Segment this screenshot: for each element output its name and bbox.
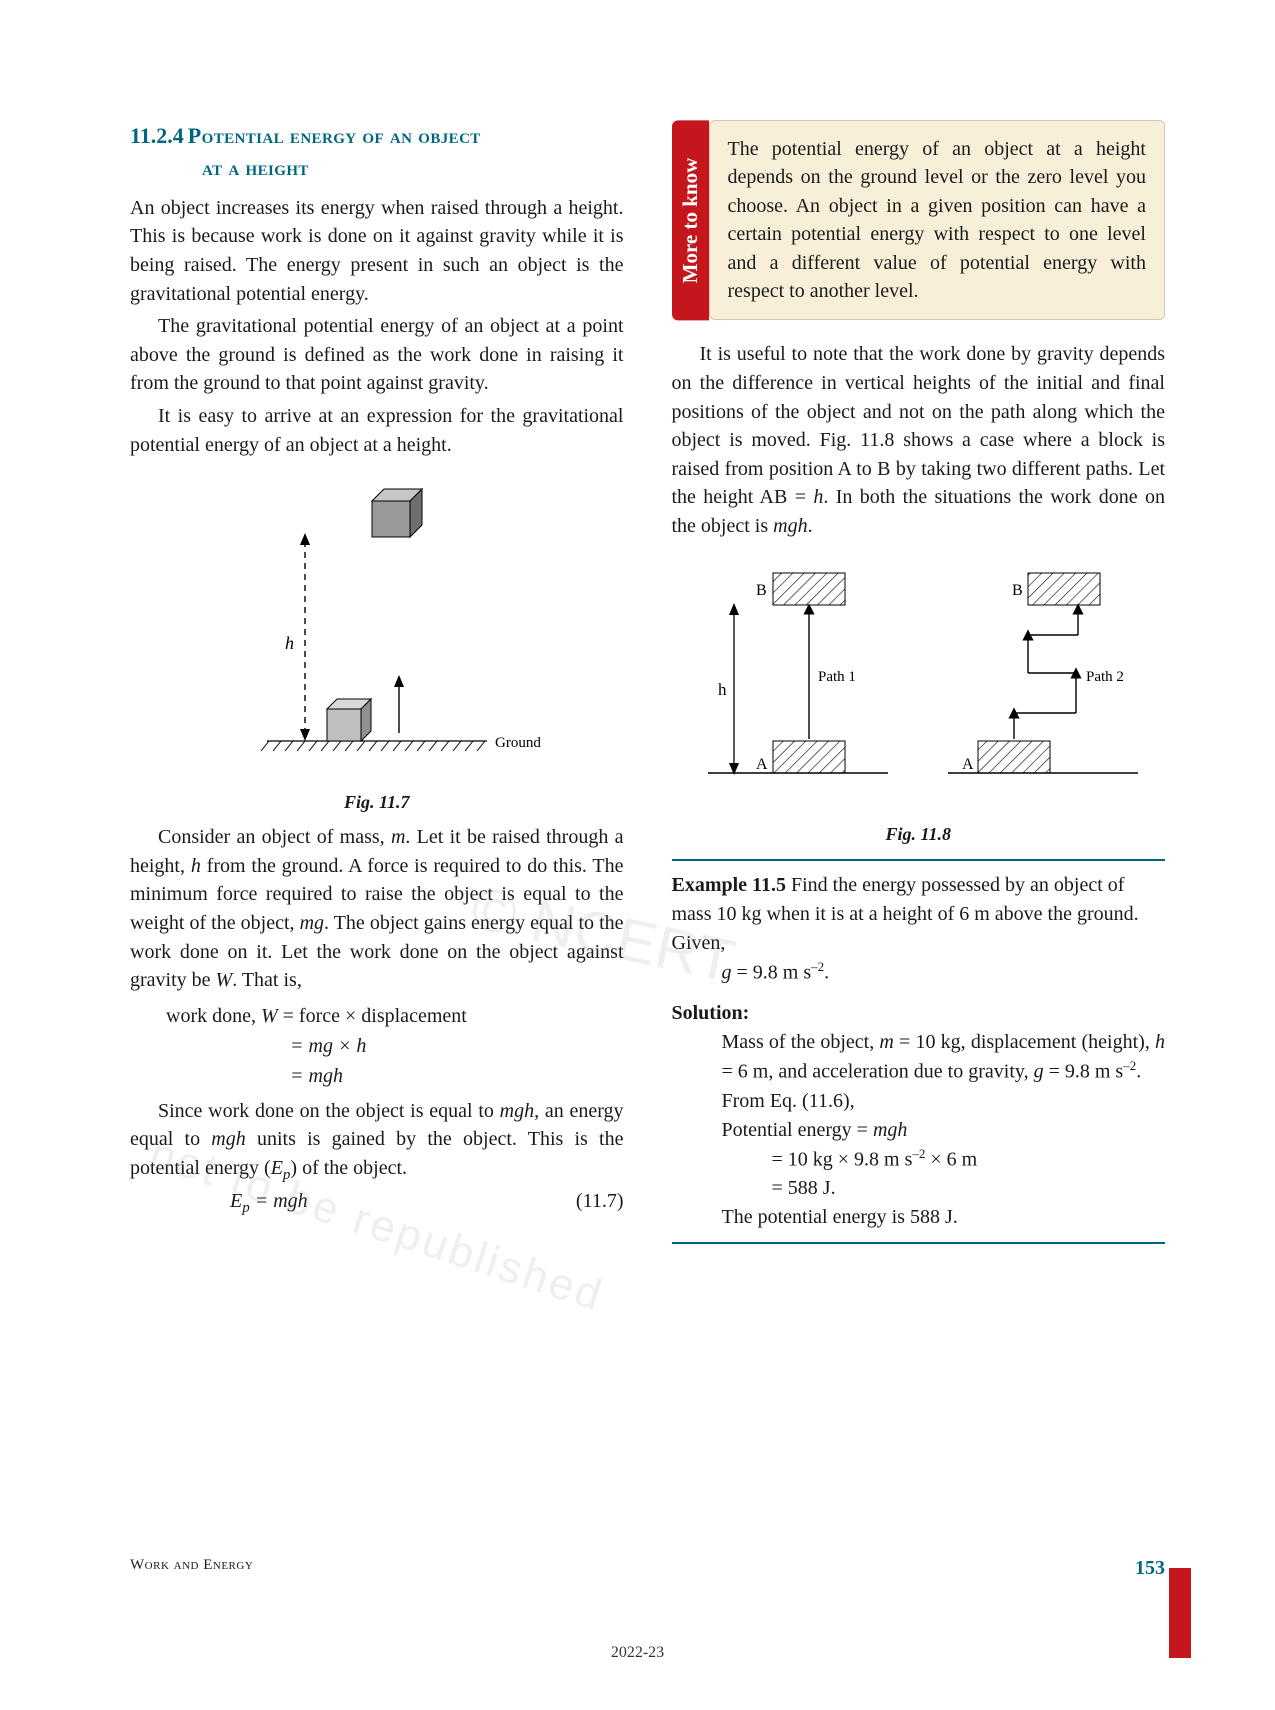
left-column: 11.2.4 Potential energy of an object at … (130, 120, 624, 1244)
svg-text:h: h (718, 680, 727, 699)
more-to-know-tab: More to know (672, 120, 709, 320)
solution-answer: The potential energy is 588 J. (722, 1203, 1166, 1232)
page-number: 153 (1135, 1557, 1165, 1580)
pe-equation: Ep = mgh (11.7) (230, 1190, 624, 1217)
solution-calc: = 10 kg × 9.8 m s–2 × 6 m = 588 J. (772, 1145, 1166, 1204)
fig7-svg: Ground (197, 481, 557, 781)
paragraph: It is useful to note that the work done … (672, 340, 1166, 540)
fig8-caption: Fig. 11.8 (672, 824, 1166, 845)
section-number: 11.2.4 (130, 123, 184, 148)
fig8-svg: A B Path 1 h A B (678, 563, 1158, 813)
section-title-line2: at a height (202, 155, 309, 180)
solution-body: Mass of the object, m = 10 kg, displacem… (722, 1028, 1166, 1145)
section-title-line1: Potential energy of an object (188, 123, 481, 148)
example-title: Example 11.5 (672, 874, 786, 896)
svg-text:Path 1: Path 1 (818, 669, 856, 685)
right-column: More to know The potential energy of an … (672, 120, 1166, 1244)
figure-11-8: A B Path 1 h A B (672, 563, 1166, 845)
more-to-know-box: More to know The potential energy of an … (672, 120, 1166, 320)
chapter-name: Work and Energy (130, 1557, 253, 1573)
paragraph: It is easy to arrive at an expression fo… (130, 402, 624, 459)
page-footer: Work and Energy 153 (130, 1557, 1165, 1580)
figure-11-7: Ground (130, 481, 624, 813)
ground-label: Ground (495, 735, 541, 751)
paragraph: Since work done on the object is equal t… (130, 1097, 624, 1187)
example-question: Example 11.5 Find the energy possessed b… (672, 871, 1166, 988)
h-label: h (285, 633, 294, 653)
paragraph: The gravitational potential energy of an… (130, 312, 624, 398)
svg-text:A: A (962, 756, 974, 773)
example-11-5: Example 11.5 Find the energy possessed b… (672, 859, 1166, 1245)
svg-text:Path 2: Path 2 (1086, 669, 1124, 685)
paragraph: An object increases its energy when rais… (130, 194, 624, 308)
equation-number: (11.7) (576, 1190, 624, 1213)
print-year: 2022-23 (0, 1644, 1275, 1662)
solution-label: Solution: (672, 999, 1166, 1028)
two-column-layout: 11.2.4 Potential energy of an object at … (130, 120, 1165, 1244)
svg-text:B: B (1012, 582, 1023, 599)
paragraph: Consider an object of mass, m. Let it be… (130, 823, 624, 995)
more-to-know-body: The potential energy of an object at a h… (709, 120, 1166, 320)
svg-text:B: B (756, 582, 767, 599)
svg-text:A: A (756, 756, 768, 773)
fig7-caption: Fig. 11.7 (130, 792, 624, 813)
section-heading: 11.2.4 Potential energy of an object at … (130, 120, 624, 184)
textbook-page: © NCERT not to be republished 11.2.4 Pot… (0, 0, 1275, 1710)
work-equation: work done, W = force × displacement = mg… (166, 1001, 624, 1091)
